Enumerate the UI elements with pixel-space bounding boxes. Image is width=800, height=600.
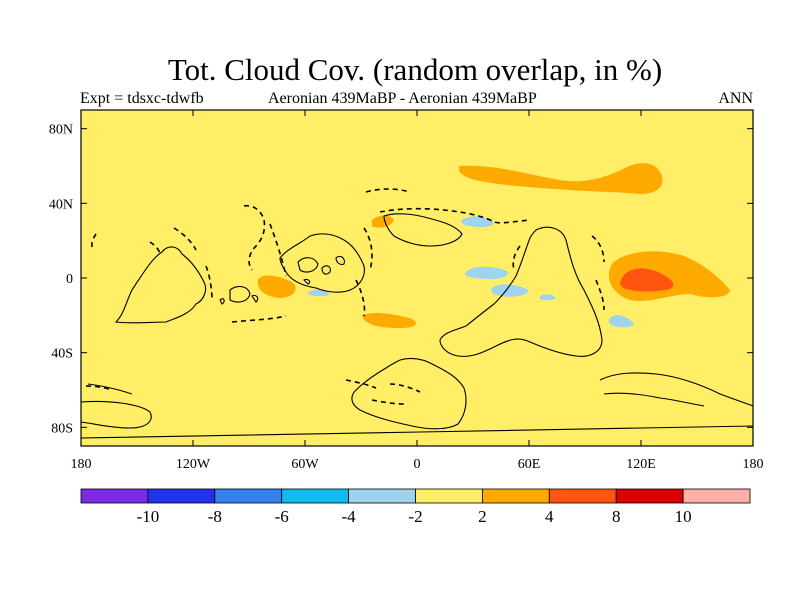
x-tick-label: 180 [743, 457, 764, 472]
coastline-central-inner [297, 255, 345, 285]
y-axis: 80N 40N 0 40S 80S [49, 123, 753, 436]
patch-positive-west-tethys [372, 215, 394, 228]
experiment-label: Expt = tdsxc-tdwfb [80, 90, 204, 107]
coastline-west-continent [114, 246, 207, 324]
colorbar-swatch-1 [147, 488, 216, 504]
colorbar-swatch-5 [415, 488, 483, 504]
patch-positive-arctic [458, 163, 663, 194]
colorbar-label: -2 [408, 507, 422, 526]
x-axis: 180 120W 60W 0 60E 120E 180 [71, 110, 764, 472]
patch-negative-south-equator [491, 284, 529, 297]
y-tick-label: 80S [51, 421, 73, 436]
dashed-central-ring [231, 204, 373, 323]
coastline-west-islands [219, 285, 259, 305]
x-tick-label: 60E [518, 457, 541, 472]
y-tick-label: 0 [66, 272, 73, 287]
x-tick-label: 60W [291, 457, 319, 472]
season-label: ANN [718, 90, 753, 107]
patch-negative-north [461, 216, 494, 228]
y-tick-label: 40S [51, 347, 73, 362]
colorbar-label: 8 [612, 507, 621, 526]
dashed-north-arc [365, 188, 531, 224]
x-tick-label: 120E [626, 457, 656, 472]
colorbar-swatch-4 [348, 488, 416, 504]
colorbar-label: -10 [137, 507, 160, 526]
dashed-western-arcs [91, 227, 213, 301]
colorbar-label: -6 [275, 507, 289, 526]
colorbar-swatch-6 [481, 488, 550, 504]
x-tick-label: 0 [414, 457, 421, 472]
patch-negative-equator [465, 266, 508, 280]
colorbar-label: -4 [342, 507, 357, 526]
patch-positive-central [257, 275, 296, 298]
x-tick-label: 120W [176, 457, 211, 472]
coastline-southeast [599, 372, 754, 407]
period-subtitle: Aeronian 439MaBP - Aeronian 439MaBP [268, 90, 537, 107]
coastline-main-continent [439, 226, 603, 357]
coastline-south-polar [80, 400, 754, 439]
plot-title: Tot. Cloud Cov. (random overlap, in %) [167, 52, 663, 87]
colorbar: -10 -8 -6 -4 -2 2 4 8 10 [80, 488, 751, 526]
coastlines [80, 213, 754, 439]
colorbar-label: 2 [478, 507, 487, 526]
colorbar-swatch-9 [682, 488, 751, 504]
dashed-outlines [85, 188, 605, 405]
colorbar-label: 10 [675, 507, 692, 526]
patch-negative-west [308, 289, 330, 297]
colorbar-swatch-7 [548, 488, 617, 504]
coastline-southern-continent [351, 357, 467, 430]
x-tick-label: 180 [71, 457, 92, 472]
colorbar-swatch-3 [281, 488, 350, 504]
anomaly-patches [257, 163, 730, 328]
coastline-central-continent [279, 233, 365, 293]
coastline-north-landmass [383, 213, 463, 247]
colorbar-swatch-8 [615, 488, 684, 504]
patch-strong-positive-east [620, 268, 674, 292]
y-tick-label: 40N [49, 197, 73, 212]
dashed-eastern-arcs [512, 235, 605, 311]
y-tick-label: 80N [49, 123, 73, 138]
colorbar-label: 4 [545, 507, 554, 526]
colorbar-label: -8 [208, 507, 222, 526]
coastline-southwest-arc [87, 383, 133, 395]
colorbar-swatch-0 [80, 488, 149, 504]
patch-negative-east [608, 315, 634, 328]
patch-positive-south-band [362, 312, 416, 328]
colorbar-swatch-2 [214, 488, 283, 504]
patch-negative-small [540, 294, 556, 301]
